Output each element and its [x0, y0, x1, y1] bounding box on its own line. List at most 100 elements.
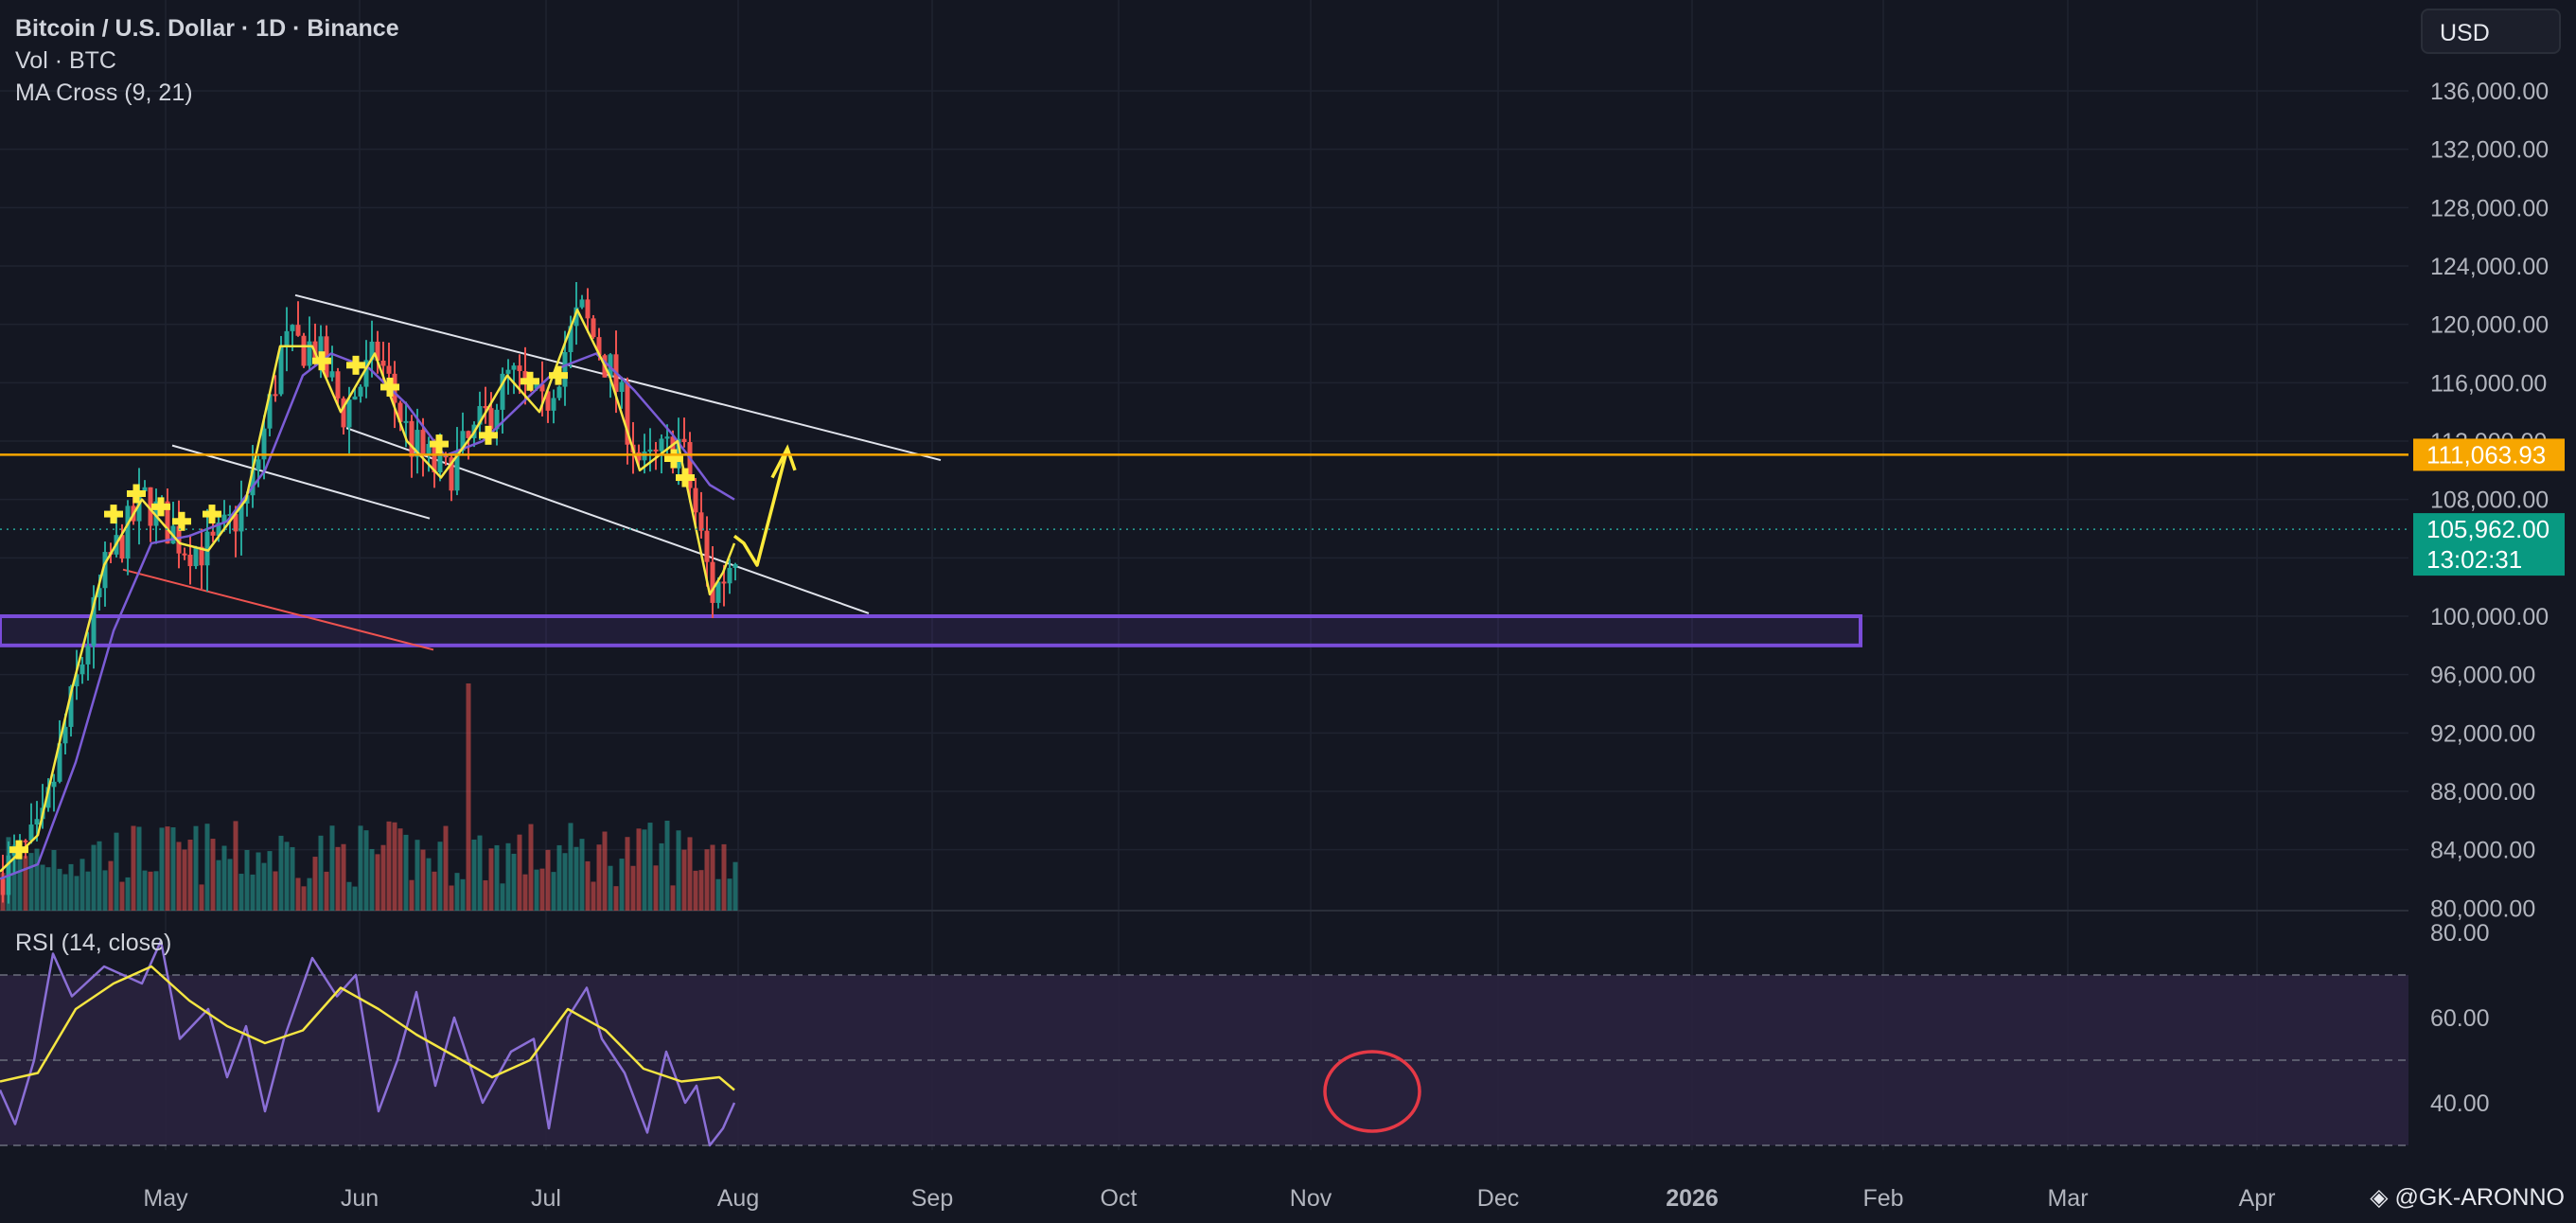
candle-body — [511, 365, 517, 370]
candle-body — [193, 546, 199, 567]
volume-bar — [636, 828, 642, 911]
candle-body — [346, 399, 352, 428]
volume-bar — [613, 886, 619, 911]
volume-bar — [704, 849, 710, 911]
volume-bar — [170, 826, 176, 911]
candle-body — [34, 819, 40, 825]
volume-bar — [630, 865, 636, 911]
candle-body — [403, 420, 409, 423]
volume-bar — [114, 832, 119, 911]
candle-body — [466, 431, 471, 438]
candle-body — [556, 386, 562, 399]
volume-bar — [477, 835, 483, 911]
candle-body — [585, 299, 591, 319]
candle-body — [687, 442, 693, 488]
cross-marker-v — [386, 377, 394, 397]
candle-body — [204, 531, 210, 566]
level-price-text: 111,063.93 — [2426, 440, 2546, 469]
candle-body — [363, 360, 369, 387]
volume-bar — [710, 844, 715, 911]
cross-marker-v — [157, 497, 165, 517]
annotations — [732, 444, 797, 567]
volume-legend[interactable]: Vol · BTC — [15, 47, 116, 74]
volume-bar — [545, 849, 551, 911]
candle-body — [721, 581, 727, 584]
volume-bar — [397, 828, 403, 911]
candle-body — [68, 686, 74, 727]
ma-slow-line — [0, 352, 735, 880]
candle-body — [477, 405, 483, 425]
volume-bar — [108, 860, 114, 911]
candle-body — [426, 443, 432, 454]
price-tick-label: 124,000.00 — [2430, 254, 2549, 280]
candle-body — [62, 726, 68, 744]
volume-bar — [500, 883, 505, 911]
volume-bar — [125, 877, 131, 911]
candle-body — [369, 341, 375, 361]
candle-body — [85, 646, 91, 665]
volume-bar — [732, 861, 738, 911]
cross-marker-v — [526, 371, 534, 391]
volume-bar — [659, 842, 664, 911]
candle-body — [97, 588, 102, 597]
time-tick-label: Dec — [1477, 1185, 1519, 1212]
candle-body — [534, 383, 539, 389]
cross-marker-v — [555, 365, 562, 385]
candle-body — [539, 383, 545, 392]
volume-bar — [596, 844, 602, 911]
candle-body — [596, 337, 602, 356]
volume-bar — [454, 873, 460, 911]
countdown-text: 13:02:31 — [2426, 545, 2522, 574]
volume-bar — [403, 834, 409, 911]
candle-body — [698, 512, 704, 531]
volume-bar — [51, 849, 57, 911]
time-tick-label: Apr — [2239, 1185, 2276, 1212]
volume-bar — [358, 825, 363, 911]
volume-bar — [670, 885, 676, 911]
volume-bar — [119, 881, 125, 911]
volume-bar — [17, 840, 23, 911]
candle-body — [329, 371, 335, 378]
volume-bar — [562, 853, 568, 911]
price-tick-label: 116,000.00 — [2430, 370, 2547, 397]
volume-bar — [653, 865, 659, 911]
volume-bar — [534, 869, 539, 911]
candle-body — [51, 781, 57, 788]
candle-body — [273, 394, 278, 397]
candle-body — [460, 431, 466, 451]
volume-bar — [483, 879, 488, 911]
volume-bar — [102, 870, 108, 911]
price-tick-label: 96,000.00 — [2430, 663, 2535, 689]
volume-bar — [11, 844, 17, 911]
watermark-text: @GK-ARONNO — [2394, 1184, 2565, 1211]
candle-body — [199, 546, 204, 566]
ma-cross-legend[interactable]: MA Cross (9, 21) — [15, 80, 193, 106]
volume-bar — [227, 859, 233, 911]
candle-body — [227, 514, 233, 517]
candle-body — [409, 420, 415, 457]
volume-bar — [471, 839, 477, 911]
candle-body — [636, 452, 642, 461]
price-tick-label: 120,000.00 — [2430, 312, 2549, 339]
candle-body — [102, 552, 108, 589]
volume-bar — [573, 846, 579, 911]
volume-bar — [449, 885, 454, 911]
candle-body — [591, 318, 596, 338]
early-upper-line — [171, 444, 431, 520]
candle-body — [45, 787, 51, 808]
volume-bar — [142, 870, 148, 911]
volume-bar — [693, 870, 698, 911]
volume-bar — [23, 856, 28, 911]
currency-button[interactable]: USD — [2421, 9, 2561, 54]
volume-bar — [91, 844, 97, 911]
cross-marker-v — [110, 505, 117, 524]
rsi-legend[interactable]: RSI (14, close) — [15, 930, 172, 956]
candle-body — [681, 438, 687, 443]
candle-body — [517, 365, 522, 372]
candle-body — [341, 398, 346, 428]
volume-bar — [301, 886, 307, 911]
price-levels — [0, 453, 2408, 530]
candle-body — [573, 307, 579, 327]
candle-body — [0, 878, 6, 895]
